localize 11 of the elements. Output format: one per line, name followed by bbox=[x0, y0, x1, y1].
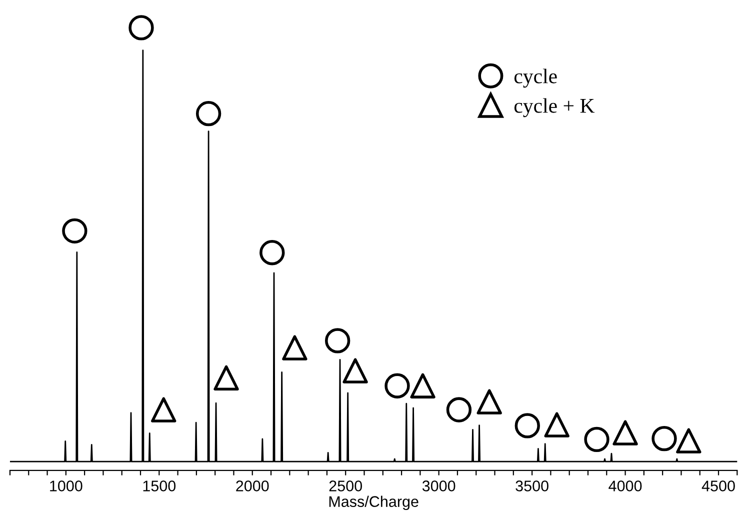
x-tick-label: 3500 bbox=[516, 480, 548, 492]
x-tick-label: 4000 bbox=[608, 480, 642, 492]
legend-label: cycle + K bbox=[514, 98, 595, 118]
x-tick-label: 2000 bbox=[236, 480, 269, 492]
x-axis-title: Mass/Charge bbox=[329, 496, 418, 510]
legend-label: cycle bbox=[514, 68, 557, 88]
x-tick-label: 1500 bbox=[143, 480, 176, 492]
x-tick-label: 1000 bbox=[50, 480, 82, 492]
x-tick-label: 2500 bbox=[329, 480, 362, 492]
x-tick-label: 3000 bbox=[422, 480, 456, 492]
x-tick-label: 4500 bbox=[702, 480, 735, 492]
